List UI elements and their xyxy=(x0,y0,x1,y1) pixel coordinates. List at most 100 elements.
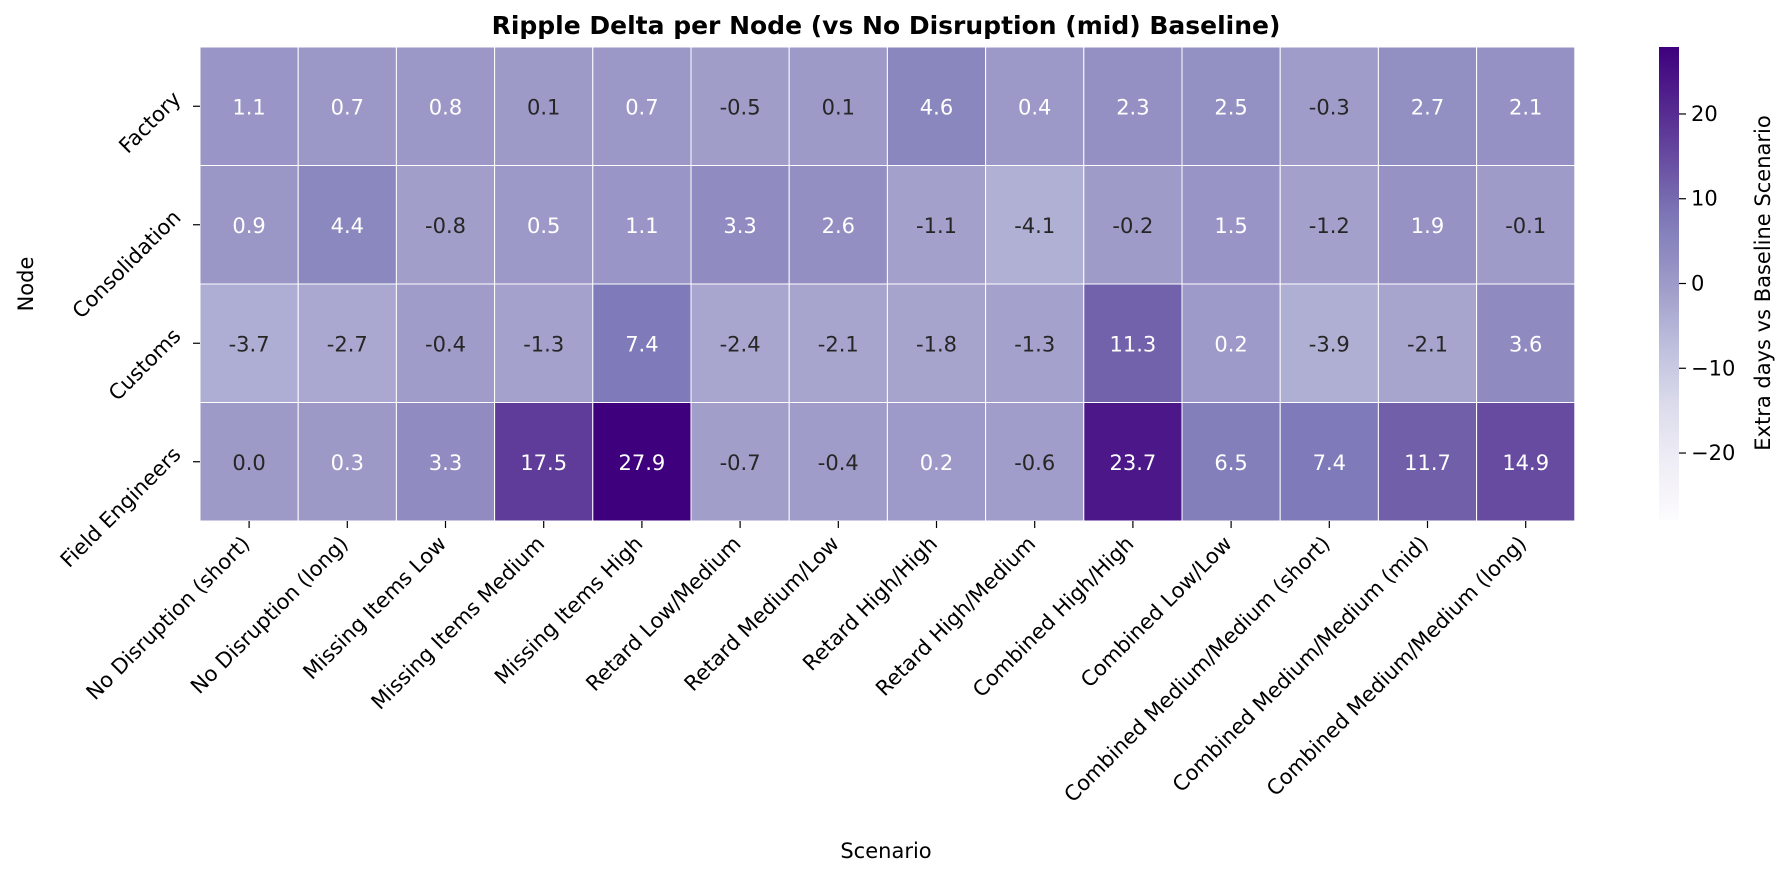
heatmap-cell xyxy=(788,402,888,522)
cell-value-label: 0.1 xyxy=(527,95,560,119)
colorbar-ticks: −20 −10 0 10 20 xyxy=(1679,102,1735,465)
cell-value-label: 23.7 xyxy=(1110,451,1157,475)
cell-value-label: -4.1 xyxy=(1014,214,1055,238)
heatmap-cell xyxy=(199,402,299,522)
colorbar-tick-label: 10 xyxy=(1691,187,1718,211)
y-tick-label: Field Engineers xyxy=(56,442,186,572)
cell-value-label: -1.8 xyxy=(916,332,957,356)
cell-value-label: 0.9 xyxy=(232,214,265,238)
colorbar-tick-label: 20 xyxy=(1691,102,1718,126)
heatmap-cell xyxy=(494,402,594,522)
cell-value-label: -0.7 xyxy=(720,451,761,475)
heatmap-cell xyxy=(395,283,496,403)
cell-value-label: 1.5 xyxy=(1214,214,1247,238)
heatmap-cell xyxy=(886,165,987,285)
colorbar-label: Extra days vs Baseline Scenario xyxy=(1751,115,1775,450)
heatmap-cell xyxy=(1377,165,1478,285)
cell-value-label: -3.7 xyxy=(229,332,270,356)
heatmap-cell xyxy=(690,165,790,285)
cell-value-label: -1.3 xyxy=(1014,332,1055,356)
y-tick-label: Customs xyxy=(104,324,186,406)
cell-value-label: 4.4 xyxy=(331,214,364,238)
x-tick-label: No Disruption (short) xyxy=(82,532,255,705)
cell-value-label: 0.1 xyxy=(822,95,855,119)
heatmap-cell xyxy=(788,283,888,403)
x-axis-ticks: No Disruption (short)No Disruption (long… xyxy=(82,521,1531,807)
heatmap-cell xyxy=(199,283,299,403)
heatmap-cell xyxy=(886,402,987,522)
cell-value-label: 1.1 xyxy=(625,214,658,238)
y-tick-label: Consolidation xyxy=(68,205,186,323)
heatmap-cell xyxy=(1279,402,1379,522)
cell-value-label: 3.3 xyxy=(723,214,756,238)
heatmap-cell xyxy=(592,46,692,166)
cell-value-label: 1.1 xyxy=(232,95,265,119)
heatmap-cell xyxy=(1181,283,1281,403)
heatmap-cell xyxy=(1279,283,1379,403)
heatmap-cell xyxy=(395,46,496,166)
cell-value-label: 0.5 xyxy=(527,214,560,238)
cell-value-label: 0.4 xyxy=(1018,95,1051,119)
cell-value-label: -0.1 xyxy=(1505,214,1546,238)
heatmap-cell xyxy=(1083,283,1183,403)
cell-value-label: 3.6 xyxy=(1509,332,1542,356)
cell-value-label: 17.5 xyxy=(520,451,567,475)
colorbar-tick-label: −10 xyxy=(1691,356,1735,380)
heatmap-cell xyxy=(395,402,496,522)
cell-value-label: 0.3 xyxy=(331,451,364,475)
cell-value-label: -1.3 xyxy=(523,332,564,356)
cell-value-label: 1.9 xyxy=(1411,214,1444,238)
cell-value-label: 7.4 xyxy=(1313,451,1346,475)
heatmap-cell xyxy=(1476,46,1576,166)
cell-value-label: -0.5 xyxy=(720,95,761,119)
cell-value-label: 2.6 xyxy=(822,214,855,238)
cell-value-label: -2.1 xyxy=(1407,332,1448,356)
heatmap-cell xyxy=(297,46,397,166)
cell-value-label: 6.5 xyxy=(1214,451,1247,475)
heatmap-cell xyxy=(985,402,1085,522)
cell-value-label: 7.4 xyxy=(625,332,658,356)
heatmap-cell xyxy=(494,165,594,285)
colorbar-tick-label: −20 xyxy=(1691,441,1735,465)
cell-value-label: 0.7 xyxy=(625,95,658,119)
cell-value-label: -0.8 xyxy=(425,214,466,238)
cell-value-label: 0.0 xyxy=(232,451,265,475)
heatmap-cell xyxy=(395,165,496,285)
cell-value-label: -1.1 xyxy=(916,214,957,238)
x-axis-label: Scenario xyxy=(840,839,931,863)
cell-value-label: 4.6 xyxy=(920,95,953,119)
cell-value-label: 0.2 xyxy=(1214,332,1247,356)
heatmap-cell xyxy=(886,46,987,166)
heatmap-cell xyxy=(1476,402,1576,522)
colorbar-tick-label: 0 xyxy=(1691,272,1704,296)
cell-value-label: -0.2 xyxy=(1112,214,1153,238)
heatmap-cell xyxy=(985,165,1085,285)
heatmap-cell xyxy=(690,402,790,522)
chart-title: Ripple Delta per Node (vs No Disruption … xyxy=(492,11,1281,40)
cell-value-label: 2.1 xyxy=(1509,95,1542,119)
heatmap-cell xyxy=(788,165,888,285)
heatmap-cell xyxy=(1181,165,1281,285)
x-tick-label: Combined High/High xyxy=(968,532,1138,702)
colorbar xyxy=(1659,47,1679,520)
cell-value-label: 27.9 xyxy=(619,451,666,475)
heatmap-cell-labels: 1.1 0.7 0.8 0.1 0.7 -0.5 0.1 4.6 0.4 2.3 2.5 -0.3 2.… xyxy=(229,95,1549,475)
heatmap-cell xyxy=(592,165,692,285)
cell-value-label: 3.3 xyxy=(429,451,462,475)
cell-value-label: 11.3 xyxy=(1110,332,1157,356)
cell-value-label: 0.2 xyxy=(920,451,953,475)
cell-value-label: 0.7 xyxy=(331,95,364,119)
cell-value-label: -0.3 xyxy=(1309,95,1350,119)
heatmap-cell xyxy=(1083,46,1183,166)
heatmap-cell xyxy=(199,46,299,166)
heatmap-cell xyxy=(494,46,594,166)
heatmap-cell xyxy=(1377,46,1478,166)
x-tick-label: No Disruption (long) xyxy=(186,532,353,699)
heatmap-cell xyxy=(1377,402,1478,522)
cell-value-label: -0.6 xyxy=(1014,451,1055,475)
heatmap-cell xyxy=(1476,283,1576,403)
cell-value-label: -0.4 xyxy=(425,332,466,356)
cell-value-label: -1.2 xyxy=(1309,214,1350,238)
heatmap-cell xyxy=(1279,46,1379,166)
